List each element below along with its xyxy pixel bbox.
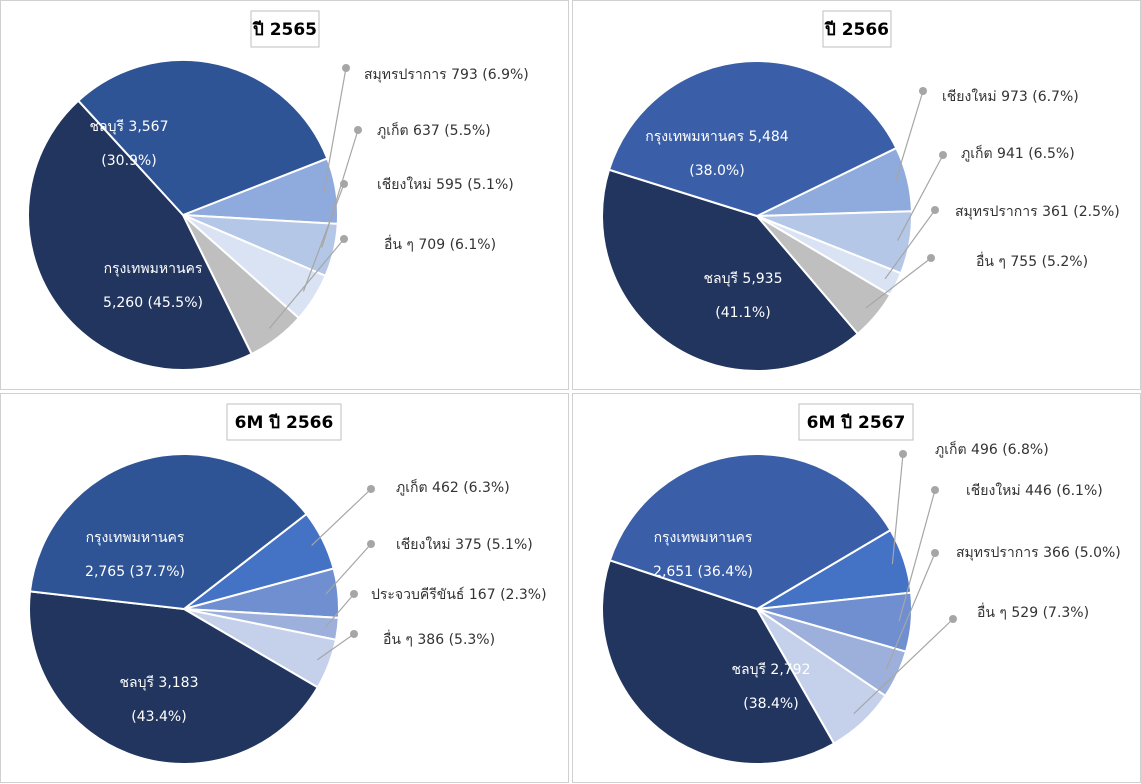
slice-label-เชียงใหม่: เชียงใหม่ 973 (6.7%) — [942, 88, 1079, 105]
chart-title: 6M ปี 2566 — [235, 412, 334, 433]
leader-line — [865, 257, 932, 309]
chart-panel-6m-2566: 6M ปี 2566 ชลบุรี 3,183 (43.4%) กรุงเทพมหาน… — [0, 393, 569, 783]
pie-chart-2565: ปี 2565 กรุงเทพมหานคร 5,260 (45.5%) ชลบุรี … — [27, 10, 529, 371]
slice-label-ภูเก็ต: ภูเก็ต 637 (5.5%) — [377, 121, 491, 139]
chart-title: ปี 2565 — [252, 19, 317, 40]
chart-panel-2566: ปี 2566 ชลบุรี 5,935 (41.1%) กรุงเทพมหานคร … — [572, 0, 1141, 390]
slice-label-เชียงใหม่: เชียงใหม่ 446 (6.1%) — [966, 482, 1103, 499]
leader-line — [323, 67, 347, 193]
slice-label-สมุทรปราการ: สมุทรปราการ 361 (2.5%) — [955, 204, 1120, 220]
leader-dot — [899, 450, 907, 458]
slice-label-กรุงเทพมหานคร: (38.0%) — [689, 163, 744, 179]
leader-line — [268, 238, 345, 329]
chart-panel-2565: ปี 2565 กรุงเทพมหานคร 5,260 (45.5%) ชลบุรี … — [0, 0, 569, 390]
slice-label-อื่น-ๆ: อื่น ๆ 755 (5.2%) — [976, 252, 1088, 270]
leader-dot — [350, 630, 358, 638]
leader-line — [324, 593, 355, 628]
leader-line — [316, 633, 355, 661]
slice-label-ชลบุรี: (43.4%) — [131, 709, 186, 725]
slice-label-ชลบุรี: (30.9%) — [101, 153, 156, 169]
slice-label-กรุงเทพมหานคร: 5,260 (45.5%) — [103, 295, 203, 311]
leader-dot — [340, 180, 348, 188]
slice-label-ชลบุรี: ชลบุรี 3,567 — [89, 119, 168, 135]
pie-chart-6m-2566: 6M ปี 2566 ชลบุรี 3,183 (43.4%) กรุงเทพมหาน… — [28, 403, 547, 765]
leader-line — [325, 543, 372, 595]
slice-label-กรุงเทพมหานคร: 2,651 (36.4%) — [653, 564, 753, 580]
slice-label-ชลบุรี: (41.1%) — [715, 305, 770, 321]
leader-line — [302, 183, 345, 292]
slice-label-ภูเก็ต: ภูเก็ต 496 (6.8%) — [935, 440, 1049, 458]
slice-label-อื่น-ๆ: อื่น ๆ 529 (7.3%) — [977, 603, 1089, 621]
slice-label-ภูเก็ต: ภูเก็ต 941 (6.5%) — [961, 144, 1075, 162]
leader-dot — [919, 87, 927, 95]
pie-slice-กรุงเทพมหานคร — [608, 453, 892, 611]
pie-slice-ชลบุรี — [601, 559, 836, 765]
leader-dot — [931, 486, 939, 494]
pie-slice-ชลบุรี — [28, 590, 320, 765]
slice-label-สมุทรปราการ: สมุทรปราการ 793 (6.9%) — [364, 67, 529, 83]
pie-slice-กรุงเทพมหานคร — [27, 99, 253, 371]
slice-label-กรุงเทพมหานคร: กรุงเทพมหานคร — [654, 530, 753, 546]
slice-label-ภูเก็ต: ภูเก็ต 462 (6.3%) — [396, 478, 510, 496]
leader-dot — [367, 485, 375, 493]
chart-title: ปี 2566 — [824, 19, 889, 40]
leader-line — [853, 618, 954, 714]
slice-label-กรุงเทพมหานคร: 2,765 (37.7%) — [85, 564, 185, 580]
slice-label-กรุงเทพมหานคร: กรุงเทพมหานคร 5,484 — [645, 129, 788, 145]
leader-line — [884, 209, 936, 280]
slice-label-ชลบุรี: (38.4%) — [743, 696, 798, 712]
pie-slice-ชลบุรี — [76, 59, 329, 217]
leader-dot — [931, 206, 939, 214]
pie-slice-กรุงเทพมหานคร — [607, 60, 898, 218]
leader-dot — [340, 235, 348, 243]
slice-label-เชียงใหม่: เชียงใหม่ 375 (5.1%) — [396, 536, 533, 553]
leader-dot — [949, 615, 957, 623]
slice-label-อื่น-ๆ: อื่น ๆ 386 (5.3%) — [383, 630, 495, 648]
leader-line — [311, 488, 372, 546]
chart-title-box — [250, 10, 320, 48]
leader-line — [894, 90, 924, 182]
chart-title-box — [226, 403, 342, 441]
leader-dot — [342, 64, 350, 72]
chart-title-box — [822, 10, 892, 48]
pie-slice-กรุงเทพมหานคร — [28, 453, 308, 611]
slice-label-ชลบุรี: ชลบุรี 2,792 — [731, 662, 810, 678]
leader-dot — [354, 126, 362, 134]
chart-title-box — [798, 403, 914, 441]
chart-panel-6m-2567: 6M ปี 2567 ชลบุรี 2,792 (38.4%) กรุงเทพมหาน… — [572, 393, 1141, 783]
pie-chart-6m-2567: 6M ปี 2567 ชลบุรี 2,792 (38.4%) กรุงเทพมหาน… — [601, 403, 1121, 765]
slice-label-ชลบุรี: ชลบุรี 5,935 — [703, 271, 782, 287]
pie-chart-2566: ปี 2566 ชลบุรี 5,935 (41.1%) กรุงเทพมหานคร … — [601, 10, 1120, 372]
slice-label-ชลบุรี: ชลบุรี 3,183 — [119, 675, 198, 691]
slice-label-สมุทรปราการ: สมุทรปราการ 366 (5.0%) — [956, 545, 1121, 561]
slice-label-กรุงเทพมหานคร: กรุงเทพมหานคร — [104, 261, 203, 277]
leader-dot — [367, 540, 375, 548]
pie-slice-ชลบุรี — [601, 168, 860, 372]
leader-dot — [939, 151, 947, 159]
leader-line — [891, 453, 904, 565]
slice-label-ประจวบคีรีขันธ์: ประจวบคีรีขันธ์ 167 (2.3%) — [371, 586, 547, 603]
slice-label-เชียงใหม่: เชียงใหม่ 595 (5.1%) — [377, 176, 514, 193]
slice-label-อื่น-ๆ: อื่น ๆ 709 (6.1%) — [384, 235, 496, 253]
leader-line — [896, 154, 944, 241]
leader-line — [885, 552, 936, 670]
chart-title: 6M ปี 2567 — [807, 412, 906, 433]
leader-dot — [927, 254, 935, 262]
leader-dot — [350, 590, 358, 598]
slice-label-กรุงเทพมหานคร: กรุงเทพมหานคร — [86, 530, 185, 546]
leader-line — [898, 489, 936, 622]
leader-dot — [931, 549, 939, 557]
